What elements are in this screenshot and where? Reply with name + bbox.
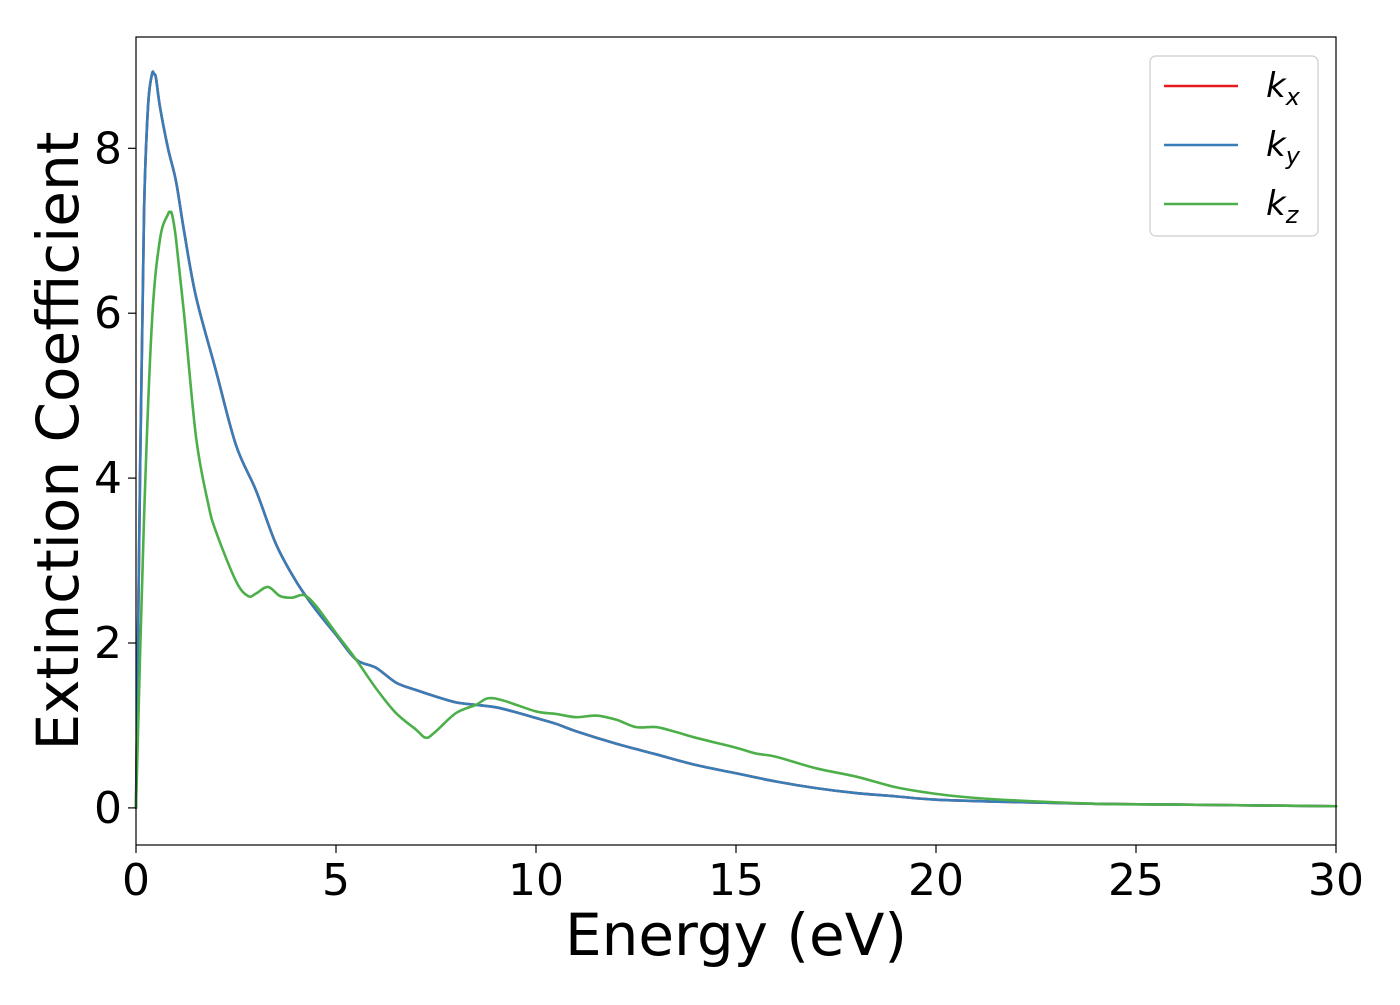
- x-tick-label: 20: [908, 855, 964, 906]
- y-tick-label: 4: [94, 453, 122, 504]
- x-tick-label: 10: [508, 855, 564, 906]
- ticks-layer: 0 5 10 15 20 25 30 0 2 4 6 8: [94, 123, 1364, 906]
- x-tick-label: 15: [708, 855, 764, 906]
- x-axis-title: Energy (eV): [565, 901, 907, 969]
- legend-label-y: ky: [1266, 125, 1301, 170]
- legend: kx ky kz: [1149, 55, 1319, 237]
- y-axis-title: Extinction Coefficient: [24, 132, 92, 751]
- legend-label-z: kz: [1266, 184, 1300, 229]
- series-line-z: [134, 210, 1338, 810]
- x-tick-label: 0: [122, 855, 150, 906]
- x-tick-label: 30: [1308, 855, 1364, 906]
- series-line-y: [134, 70, 1338, 810]
- y-tick-label: 6: [94, 288, 122, 339]
- y-tick-label: 8: [94, 123, 122, 174]
- x-tick-label: 5: [322, 855, 350, 906]
- legend-label-x: kx: [1266, 66, 1301, 111]
- x-tick-label: 25: [1108, 855, 1164, 906]
- series-layer: [134, 70, 1338, 810]
- y-tick-label: 0: [94, 783, 122, 834]
- y-tick-label: 2: [94, 618, 122, 669]
